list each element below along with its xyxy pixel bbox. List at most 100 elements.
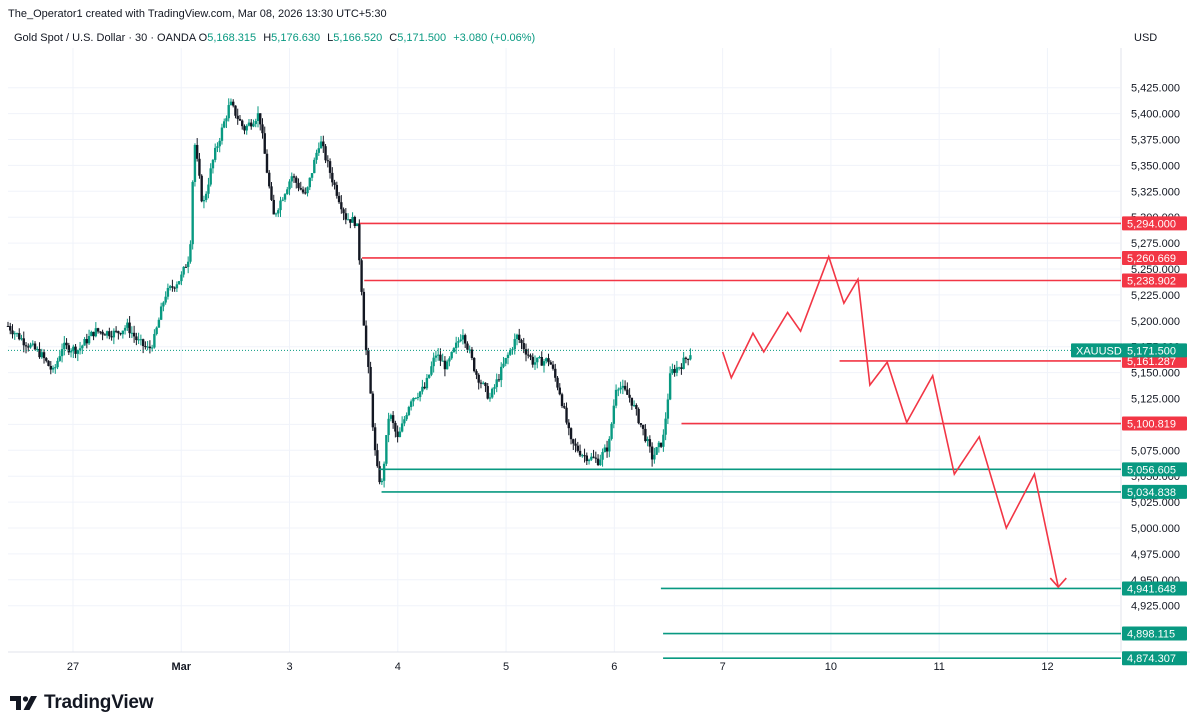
candle-body <box>229 101 233 106</box>
candle-body <box>684 357 688 359</box>
candle <box>101 329 104 341</box>
candle-body <box>263 133 266 154</box>
currency-label[interactable]: USD <box>1134 32 1158 44</box>
candle <box>54 364 57 374</box>
candle-body <box>565 407 568 423</box>
candle <box>69 348 73 358</box>
candle <box>346 213 350 221</box>
candle-body <box>49 365 52 370</box>
candle-body <box>538 357 541 359</box>
candle-body <box>193 144 197 182</box>
time-axis[interactable]: 27 Mar 3 4 5 6 7 10 11 12 <box>67 661 1054 673</box>
candle-body <box>400 423 404 432</box>
candle-body <box>454 342 458 349</box>
candle-body <box>150 347 154 349</box>
candle-body <box>168 286 172 288</box>
candle-body <box>78 348 82 351</box>
candle-body <box>477 374 480 383</box>
candle <box>126 318 129 331</box>
x-tick-label: 12 <box>1041 661 1053 673</box>
candle-body <box>641 424 645 429</box>
candle-body <box>551 364 555 369</box>
candle-body <box>452 348 456 353</box>
candle-body <box>319 141 323 149</box>
candle <box>290 172 293 188</box>
candle-body <box>594 457 598 459</box>
tradingview-logo[interactable]: TradingView <box>10 691 154 715</box>
candle-body <box>346 219 350 221</box>
candle-body <box>603 447 607 453</box>
candle-body <box>599 459 602 466</box>
candle-body <box>304 192 307 194</box>
candle-body <box>259 113 262 125</box>
candle-body <box>362 291 366 326</box>
candle-body <box>621 385 625 388</box>
candle <box>353 215 357 229</box>
candle <box>583 448 586 463</box>
price-levels[interactable] <box>8 222 1121 660</box>
candle-body <box>590 456 593 460</box>
candle <box>213 143 217 163</box>
symbol-description[interactable]: Gold Spot / U.S. Dollar · 30 · OANDA <box>14 32 196 44</box>
candle-body <box>493 387 496 389</box>
candle-body <box>204 193 208 200</box>
candle <box>563 402 566 410</box>
candle <box>340 195 343 214</box>
x-tick-label: 5 <box>503 661 509 673</box>
candle <box>180 271 183 286</box>
price-tag-label: 5,260.669 <box>1127 253 1176 265</box>
candle-body <box>306 187 309 194</box>
tradingview-wordmark: TradingView <box>44 692 154 713</box>
candle <box>427 374 431 379</box>
y-tick-label: 5,250.000 <box>1131 264 1180 276</box>
candle <box>295 175 298 189</box>
x-tick-label: 7 <box>720 661 726 673</box>
candle <box>378 461 381 485</box>
candle-body <box>403 419 406 424</box>
candle-body <box>617 389 620 391</box>
candle-body <box>33 343 37 350</box>
ticker-symbol: XAUUSD <box>1076 345 1122 357</box>
candle <box>509 347 512 356</box>
candle <box>349 219 352 229</box>
candle-body <box>466 343 469 350</box>
candle <box>331 167 334 187</box>
candle-body <box>342 209 345 214</box>
candle <box>430 361 433 377</box>
candle <box>87 329 91 345</box>
candle <box>601 448 604 467</box>
candle <box>238 115 242 121</box>
candle-body <box>511 349 514 351</box>
candle <box>223 118 226 129</box>
candle-body <box>20 338 23 340</box>
projection-path[interactable] <box>721 254 1067 589</box>
candle <box>283 193 287 203</box>
candle <box>13 331 16 340</box>
candle <box>628 388 631 403</box>
candle-body <box>153 333 156 348</box>
candle <box>484 382 487 393</box>
candle-body <box>500 366 503 381</box>
candle-body <box>326 160 330 162</box>
support-price-tag: 5,034.838 <box>1122 484 1187 499</box>
price-tag-bg <box>1122 581 1187 596</box>
candle <box>250 119 253 130</box>
candle-body <box>421 386 424 392</box>
candle <box>457 337 460 348</box>
candle <box>520 338 523 350</box>
candle <box>218 137 221 153</box>
y-tick-label: 5,225.000 <box>1131 290 1180 302</box>
candle <box>495 373 498 393</box>
candle <box>304 187 307 195</box>
candle <box>78 341 82 355</box>
candle-body <box>479 382 483 384</box>
candle-body <box>67 345 71 353</box>
candle <box>186 256 190 274</box>
candle-body <box>527 354 530 356</box>
candle <box>682 351 685 370</box>
candle <box>389 413 393 422</box>
candle-body <box>15 333 19 335</box>
candle <box>189 240 192 264</box>
resistance-price-tag: 5,100.819 <box>1122 416 1187 431</box>
